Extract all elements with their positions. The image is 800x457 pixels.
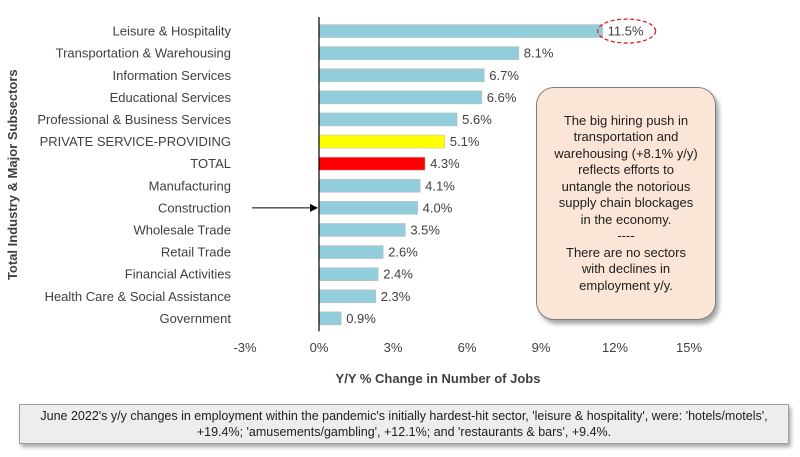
bar-leisure-hospitality: [318, 24, 603, 38]
data-label-educational-services: 6.6%: [487, 90, 517, 105]
bar-financial-activities: [318, 267, 379, 281]
highlight-ellipse: [597, 18, 657, 44]
data-label-private-service-providing: 5.1%: [450, 134, 480, 149]
data-label-leisure-hospitality: 11.5%: [608, 24, 644, 39]
category-label-health-care-social-assistance: Health Care & Social Assistance: [45, 289, 231, 304]
data-label-information-services: 6.7%: [489, 68, 519, 83]
category-label-manufacturing: Manufacturing: [149, 178, 231, 193]
arrow-head-icon: [310, 203, 318, 212]
data-label-health-care-social-assistance: 2.3%: [381, 289, 411, 304]
category-label-leisure-hospitality: Leisure & Hospitality: [113, 24, 232, 39]
x-tick-label: 15%: [676, 340, 702, 355]
data-label-construction: 4.0%: [423, 200, 453, 215]
y-axis-title: Total Industry & Major Subsectors: [5, 69, 20, 280]
data-label-total: 4.3%: [430, 156, 460, 171]
bar-construction: [318, 201, 418, 215]
data-label-government: 0.9%: [346, 311, 376, 326]
data-label-professional-business-services: 5.6%: [462, 112, 492, 127]
data-label-retail-trade: 2.6%: [388, 245, 418, 260]
x-tick-label: 12%: [602, 340, 628, 355]
footnote-box: June 2022's y/y changes in employment wi…: [19, 404, 789, 444]
category-label-total: TOTAL: [190, 156, 231, 171]
x-tick-label: 3%: [384, 340, 403, 355]
data-label-wholesale-trade: 3.5%: [410, 222, 440, 237]
data-label-transportation-warehousing: 8.1%: [524, 46, 554, 61]
x-axis-title: Y/Y % Change in Number of Jobs: [336, 371, 541, 386]
category-label-educational-services: Educational Services: [110, 90, 232, 105]
category-label-transportation-warehousing: Transportation & Warehousing: [56, 46, 231, 61]
bar-professional-business-services: [318, 112, 458, 127]
x-tick-label: -3%: [233, 340, 257, 355]
category-label-government: Government: [159, 311, 231, 326]
callout-text: The big hiring push in transportation an…: [554, 112, 698, 293]
category-label-construction: Construction: [158, 200, 231, 215]
x-tick-label: 6%: [458, 340, 477, 355]
x-tick-label: 0%: [310, 340, 329, 355]
x-tick-label: 9%: [532, 340, 551, 355]
category-label-retail-trade: Retail Trade: [161, 245, 231, 260]
data-label-manufacturing: 4.1%: [425, 178, 455, 193]
callout-box: The big hiring push in transportation an…: [536, 87, 716, 320]
bar-total: [318, 156, 426, 171]
footnote-text: June 2022's y/y changes in employment wi…: [40, 409, 768, 439]
category-label-professional-business-services: Professional & Business Services: [37, 112, 231, 127]
category-label-private-service-providing: PRIVATE SERVICE-PROVIDING: [40, 134, 231, 149]
bar-transportation-warehousing: [318, 46, 520, 60]
data-label-financial-activities: 2.4%: [383, 267, 413, 282]
category-label-financial-activities: Financial Activities: [125, 267, 232, 282]
bar-wholesale-trade: [318, 223, 406, 237]
category-label-information-services: Information Services: [113, 68, 232, 83]
category-label-wholesale-trade: Wholesale Trade: [133, 222, 231, 237]
labels-layer: Leisure & Hospitality 11.5% Transportation…: [37, 18, 702, 355]
bar-government: [318, 311, 342, 326]
bar-retail-trade: [318, 245, 384, 259]
bar-health-care-social-assistance: [318, 289, 377, 304]
bar-information-services: [318, 68, 485, 83]
bar-private-service-providing: [318, 134, 446, 149]
bar-educational-services: [318, 90, 483, 105]
bar-manufacturing: [318, 178, 421, 193]
